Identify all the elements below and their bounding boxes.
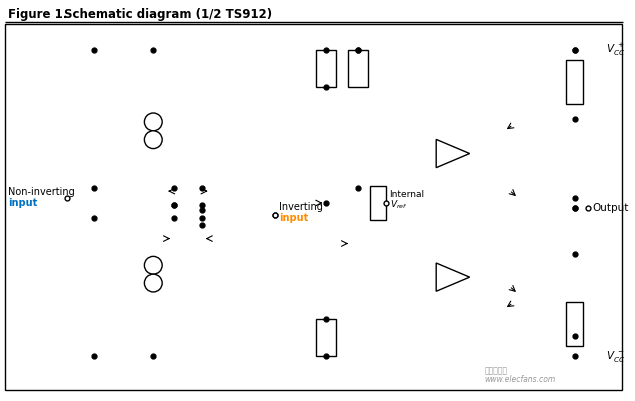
Text: Figure 1.: Figure 1. [8, 8, 67, 20]
Text: Output: Output [592, 203, 629, 213]
Circle shape [144, 256, 162, 274]
Circle shape [144, 113, 162, 131]
Text: Non-inverting: Non-inverting [8, 187, 75, 197]
Bar [566, 60, 584, 104]
Polygon shape [436, 140, 470, 168]
Bar [348, 50, 368, 87]
Bar [316, 319, 336, 356]
Circle shape [144, 131, 162, 149]
Bar [370, 186, 385, 220]
Text: 电子发烧友: 电子发烧友 [485, 367, 507, 376]
Text: input: input [279, 213, 308, 223]
Polygon shape [436, 263, 470, 291]
Bar [316, 50, 336, 87]
Text: Inverting: Inverting [279, 202, 323, 212]
Text: $V_{CC}^{\ -}$: $V_{CC}^{\ -}$ [606, 349, 625, 364]
Text: $V_{CC}^{\ +}$: $V_{CC}^{\ +}$ [606, 42, 625, 58]
Text: Internal: Internal [390, 190, 425, 198]
Text: Schematic diagram (1/2 TS912): Schematic diagram (1/2 TS912) [64, 8, 272, 20]
Bar [566, 302, 584, 346]
Text: input: input [8, 198, 37, 208]
Text: www.elecfans.com: www.elecfans.com [485, 375, 556, 385]
Circle shape [144, 274, 162, 292]
Text: $V_{ref}$: $V_{ref}$ [390, 199, 407, 211]
